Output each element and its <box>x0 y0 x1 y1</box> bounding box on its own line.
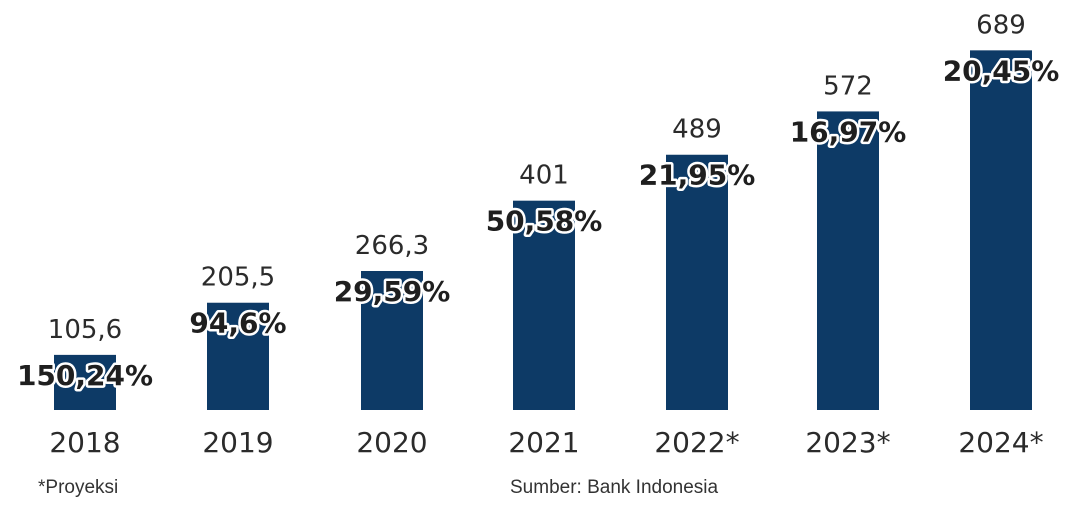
footnote: *Proyeksi <box>38 477 119 498</box>
bar-2022* <box>666 154 728 410</box>
value-label-2019: 205,5 <box>201 263 275 293</box>
growth-label-2021: 50,58% <box>486 205 603 238</box>
bar-2020 <box>361 270 423 410</box>
bar-2018 <box>54 354 116 410</box>
x-tick-label-2018: 2018 <box>49 426 120 459</box>
source-note: Sumber: Bank Indonesia <box>510 477 719 498</box>
value-label-2021: 401 <box>519 161 569 191</box>
x-tick-label-2022*: 2022* <box>654 426 739 459</box>
value-label-2018: 105,6 <box>48 315 122 345</box>
value-label-2022*: 489 <box>672 115 722 145</box>
value-label-2023*: 572 <box>823 71 873 101</box>
value-label-2020: 266,3 <box>355 231 429 261</box>
bar-2019 <box>207 302 269 410</box>
x-tick-label-2024*: 2024* <box>958 426 1043 459</box>
growth-label-2018: 150,24% <box>17 359 153 392</box>
bar-2023* <box>817 111 879 410</box>
bar-2021 <box>513 200 575 410</box>
growth-label-2022*: 21,95% <box>639 159 756 192</box>
growth-label-2024*: 20,45% <box>943 54 1060 87</box>
growth-label-2019: 94,6% <box>189 307 286 340</box>
x-tick-label-2020: 2020 <box>356 426 427 459</box>
growth-label-2020: 29,59% <box>334 275 451 308</box>
bar-2024* <box>970 50 1032 410</box>
x-tick-label-2021: 2021 <box>508 426 579 459</box>
x-tick-label-2023*: 2023* <box>805 426 890 459</box>
growth-label-2023*: 16,97% <box>790 115 907 148</box>
value-label-2024*: 689 <box>976 10 1026 40</box>
x-tick-label-2019: 2019 <box>202 426 273 459</box>
